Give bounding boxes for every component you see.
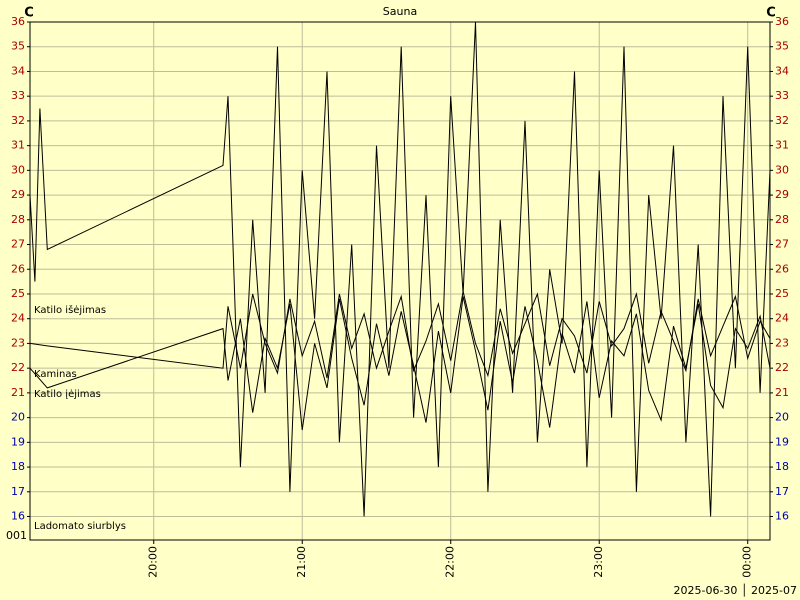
legend-label: Katilo įėjimas — [34, 389, 101, 400]
chart-title: Sauna — [383, 5, 417, 18]
y2-tick-label: 33 — [775, 89, 789, 102]
y-tick-label: 18 — [11, 460, 25, 473]
y-unit: C — [24, 6, 34, 21]
y2-tick-label: 25 — [775, 287, 789, 300]
x-tick-label: 23:00 — [592, 546, 605, 578]
y2-tick-label: 30 — [775, 163, 789, 176]
y2-tick-label: 32 — [775, 114, 789, 127]
y2-tick-label: 36 — [775, 15, 789, 28]
y2-tick-label: 17 — [775, 485, 789, 498]
y2-unit: C — [766, 6, 776, 21]
y2-tick-label: 21 — [775, 386, 789, 399]
y-tick-label: 32 — [11, 114, 25, 127]
plot-frame — [29, 21, 771, 541]
series-line — [29, 296, 771, 431]
x-tick-label: 00:00 — [741, 546, 754, 578]
legend-label: Katilo išėjimas — [34, 304, 106, 316]
y2-tick-label: 27 — [775, 238, 789, 251]
y-tick-label: 19 — [11, 435, 25, 448]
y-tick-label: 27 — [11, 238, 25, 251]
y-tick-label: 23 — [11, 336, 25, 349]
legend-label: Kaminas — [34, 369, 77, 380]
y2-tick-label: 22 — [775, 361, 789, 374]
y-tick-label: 28 — [11, 213, 25, 226]
y2-tick-label: 18 — [775, 460, 789, 473]
y-tick-label: 33 — [11, 89, 25, 102]
y2-tick-label: 35 — [775, 40, 789, 53]
y-tick-label: 36 — [11, 15, 25, 28]
y-tick-label: 30 — [11, 163, 25, 176]
y-tick-label: 001 — [6, 529, 27, 542]
x-tick-label: 21:00 — [295, 546, 308, 578]
y-tick-label: 17 — [11, 485, 25, 498]
y-tick-label: 22 — [11, 361, 25, 374]
y-tick-label: 29 — [11, 188, 25, 201]
x-tick-label: 22:00 — [444, 546, 457, 578]
y2-tick-label: 16 — [775, 510, 789, 523]
y2-tick-label: 24 — [775, 312, 789, 325]
y2-tick-label: 34 — [775, 64, 789, 77]
series-line — [29, 21, 771, 517]
series-line — [29, 291, 771, 379]
y-tick-label: 34 — [11, 64, 25, 77]
y2-tick-label: 31 — [775, 139, 789, 152]
y2-tick-label: 28 — [775, 213, 789, 226]
y2-tick-label: 23 — [775, 336, 789, 349]
y-tick-label: 21 — [11, 386, 25, 399]
y2-tick-label: 26 — [775, 262, 789, 275]
y-tick-label: 24 — [11, 312, 25, 325]
y2-tick-label: 20 — [775, 411, 789, 424]
y-tick-label: 25 — [11, 287, 25, 300]
y2-tick-label: 19 — [775, 435, 789, 448]
date-label: 2025-06-30 │ 2025-07 — [673, 583, 797, 597]
y-tick-label: 31 — [11, 139, 25, 152]
y-tick-label: 20 — [11, 411, 25, 424]
y-tick-label: 16 — [11, 510, 25, 523]
legend-label: Ladomato siurblys — [34, 521, 126, 532]
y2-tick-label: 29 — [775, 188, 789, 201]
y-tick-label: 26 — [11, 262, 25, 275]
y-tick-label: 35 — [11, 40, 25, 53]
x-tick-label: 20:00 — [147, 546, 160, 578]
